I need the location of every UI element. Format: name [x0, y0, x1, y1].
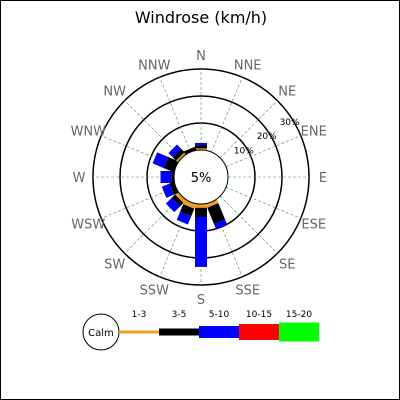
- bar-n: [195, 142, 207, 150]
- grid-spoke-wsw: [101, 187, 177, 219]
- bar-w: [160, 171, 174, 183]
- bar-nnw: [183, 146, 197, 155]
- direction-label-wnw: WNW: [71, 124, 107, 139]
- ring-label-1: 10%: [234, 146, 254, 156]
- grid-spoke-nnw: [159, 77, 191, 153]
- direction-label-ne: NE: [278, 85, 296, 100]
- polar-grid: [92, 68, 310, 286]
- grid-spoke-ene: [225, 135, 301, 167]
- bar-nw-1-3: [176, 152, 187, 163]
- bar-s: [195, 204, 207, 267]
- direction-label-wsw: WSW: [71, 218, 105, 233]
- legend-label-1-3: 1-3: [132, 310, 147, 320]
- grid-spoke-sw: [124, 195, 183, 254]
- wind-bars: [152, 142, 228, 267]
- direction-label-ssw: SSW: [140, 284, 170, 299]
- bar-nnw-3-5: [183, 146, 197, 155]
- bar-ssw-1-3: [183, 199, 197, 209]
- bar-sw: [165, 191, 187, 213]
- bar-w-3-5: [171, 171, 174, 183]
- legend-swatch-15-20: [279, 322, 319, 342]
- grid-spoke-sse: [211, 201, 243, 277]
- direction-label-nw: NW: [103, 85, 126, 100]
- legend: Calm 1-3 3-5 5-10 10-15 15-20: [82, 310, 319, 351]
- bar-wsw-3-5: [169, 181, 179, 195]
- legend-label-5-10: 5-10: [209, 310, 230, 320]
- legend-label-15-20: 15-20: [286, 310, 312, 320]
- grid-spoke-nne: [211, 77, 243, 153]
- calm-circle: [173, 149, 229, 205]
- ring-label-2: 20%: [257, 132, 277, 142]
- grid-spoke-ssw: [159, 201, 191, 277]
- ring-labels: 10%20%30%: [234, 118, 300, 157]
- legend-label-10-15: 10-15: [246, 310, 272, 320]
- calm-circle-group: 5%: [173, 149, 229, 205]
- legend-label-3-5: 3-5: [172, 310, 187, 320]
- bar-sw-1-3: [174, 191, 187, 204]
- bar-wnw-5-10: [152, 152, 169, 169]
- grid-spoke-se: [219, 195, 278, 254]
- bar-sse: [205, 199, 228, 230]
- direction-label-w: W: [73, 171, 86, 186]
- legend-swatch-10-15: [239, 324, 279, 340]
- bar-sse-5-10: [213, 219, 228, 230]
- bar-ssw-3-5: [180, 204, 195, 217]
- bar-s-1-3: [195, 204, 207, 208]
- legend-swatch-5-10: [199, 326, 239, 338]
- bar-nw: [168, 144, 187, 163]
- bar-s-3-5: [195, 207, 207, 217]
- legend-swatch-3-5: [159, 328, 199, 336]
- direction-label-sse: SSE: [235, 284, 260, 299]
- bar-wsw-5-10: [161, 183, 174, 198]
- chart-title: Windrose (km/h): [135, 8, 267, 27]
- bar-n-1-3: [195, 148, 207, 150]
- direction-label-ene: ENE: [301, 124, 327, 139]
- grid-spoke-nw: [124, 100, 183, 159]
- grid-spoke-wnw: [101, 135, 177, 167]
- legend-calm-label: Calm: [88, 328, 114, 339]
- bar-wsw: [161, 181, 179, 198]
- direction-label-s: S: [197, 293, 205, 308]
- bar-sse-1-3: [205, 199, 219, 208]
- grid-spoke-ese: [225, 187, 301, 219]
- bar-wnw-3-5: [163, 156, 179, 173]
- direction-label-n: N: [196, 49, 206, 64]
- bar-sw-3-5: [171, 194, 184, 207]
- bar-ssw: [176, 199, 197, 225]
- direction-label-nne: NNE: [234, 58, 262, 73]
- direction-label-sw: SW: [104, 257, 125, 272]
- bar-sse-3-5: [207, 203, 226, 224]
- bar-nw-5-10: [168, 144, 182, 158]
- direction-label-e: E: [319, 171, 327, 186]
- direction-label-nnw: NNW: [138, 58, 170, 73]
- bar-ssw-5-10: [176, 211, 192, 225]
- bar-w-5-10: [160, 171, 172, 183]
- calm-percent-label: 5%: [191, 171, 212, 186]
- ring-label-3: 30%: [280, 118, 300, 128]
- bar-nw-3-5: [172, 148, 185, 161]
- direction-label-se: SE: [279, 257, 295, 272]
- direction-label-ese: ESE: [301, 218, 326, 233]
- bar-n-3-5: [195, 145, 207, 149]
- bar-s-5-10: [195, 216, 207, 267]
- bar-n-5-10: [195, 142, 207, 146]
- bar-wnw: [152, 152, 179, 173]
- bar-sw-5-10: [165, 197, 181, 213]
- legend-swatch-1-3: [119, 330, 159, 334]
- direction-labels: N NNE NE ENE E ESE SE SSE S SSW SW WSW W WNW NW NNW: [71, 49, 328, 308]
- grid-spoke-ne: [219, 100, 278, 159]
